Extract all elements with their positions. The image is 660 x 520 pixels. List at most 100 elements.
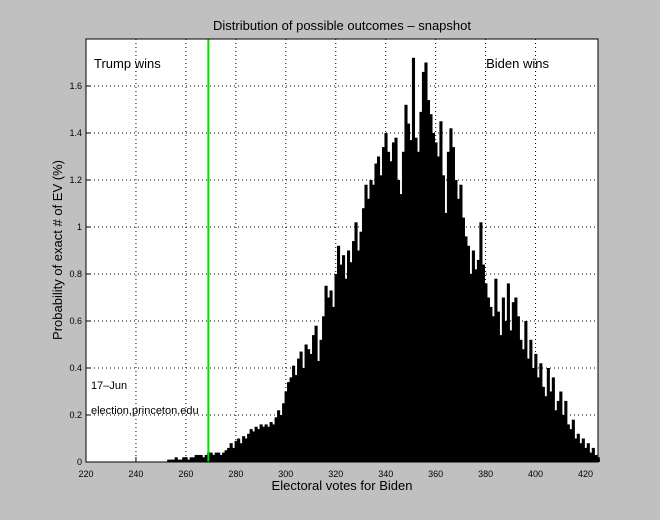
histogram-bar <box>212 454 216 462</box>
histogram-bar <box>456 198 460 463</box>
histogram-bar <box>451 147 455 462</box>
y-axis-label: Probability of exact # of EV (%) <box>50 160 65 340</box>
histogram-bar <box>304 344 308 462</box>
histogram-bar <box>449 128 453 463</box>
histogram-bar <box>322 316 326 462</box>
histogram-bar <box>309 353 313 462</box>
x-tick-label: 280 <box>228 469 243 479</box>
histogram-bar <box>531 368 535 462</box>
x-tick-label: 420 <box>578 469 593 479</box>
histogram-bar <box>347 250 351 462</box>
histogram-bar <box>307 349 311 462</box>
histogram-bar <box>526 358 530 462</box>
histogram-bar <box>287 382 291 462</box>
histogram-bar <box>551 377 555 462</box>
histogram-bar <box>409 140 413 463</box>
histogram-bar <box>199 454 203 462</box>
histogram-bar <box>297 358 301 462</box>
histogram-bar <box>384 133 388 462</box>
histogram-bar <box>539 363 543 462</box>
histogram-bar <box>312 335 316 462</box>
histogram-bar <box>194 454 198 462</box>
axis-ticks: 220 240 260 280 300 320 340 360 380 400 420 0 0.2 0.4… <box>69 81 593 479</box>
histogram-bar <box>332 306 336 462</box>
histogram-bar <box>494 278 498 462</box>
histogram-bar <box>426 100 431 462</box>
chart-title: Distribution of possible outcomes – snap… <box>213 18 471 33</box>
histogram-bar <box>229 443 233 462</box>
histogram-bar <box>586 443 590 462</box>
histogram-bar <box>217 452 221 462</box>
histogram-bar <box>576 433 580 462</box>
histogram-bar <box>177 459 181 462</box>
histogram-bar <box>401 151 406 463</box>
histogram-bar <box>364 184 368 462</box>
histogram-bar <box>327 297 331 462</box>
histogram-bar <box>536 377 540 462</box>
histogram-bar <box>197 454 201 462</box>
histogram-bar <box>429 114 433 462</box>
histogram-bar <box>342 255 346 462</box>
histogram-bar <box>339 264 343 462</box>
histogram-bar <box>394 137 398 462</box>
y-tick-label: 1.2 <box>69 175 82 185</box>
x-tick-label: 260 <box>178 469 193 479</box>
histogram-bar <box>227 447 231 462</box>
histogram-bar <box>179 459 183 462</box>
y-tick-label: 0.6 <box>69 316 82 326</box>
histogram-bar <box>317 360 321 462</box>
y-tick-label: 0 <box>77 457 82 467</box>
histogram-bar <box>406 123 411 462</box>
histogram-bar <box>282 403 286 462</box>
histogram-bar <box>351 241 356 462</box>
histogram-bar <box>404 104 408 463</box>
histogram-bar <box>589 452 593 462</box>
y-tick-label: 1.4 <box>69 128 82 138</box>
x-tick-label: 240 <box>128 469 143 479</box>
histogram-bar <box>516 316 520 462</box>
histogram-bar <box>464 236 468 462</box>
x-tick-label: 340 <box>378 469 393 479</box>
histogram-bar <box>209 452 213 462</box>
histogram-bar <box>529 339 533 462</box>
histogram-bar <box>569 429 573 462</box>
histogram-bar <box>187 459 191 462</box>
histogram-bar <box>374 163 378 463</box>
histogram-bar <box>489 306 493 462</box>
y-tick-label: 0.4 <box>69 363 82 373</box>
histogram-bar <box>479 222 483 462</box>
histogram-bar <box>436 156 441 462</box>
histogram-bar <box>224 450 228 462</box>
histogram-bar <box>471 250 475 462</box>
histogram-bar <box>561 415 565 462</box>
histogram-bar <box>269 422 273 462</box>
histogram-bar <box>257 429 261 462</box>
histogram-bar <box>247 433 251 462</box>
histogram-bar <box>264 424 268 462</box>
x-axis-label: Electoral votes for Biden <box>272 478 413 493</box>
histogram-bar <box>521 349 525 462</box>
histogram-bar <box>361 208 366 462</box>
histogram-bar <box>476 259 480 462</box>
histogram-bar <box>486 297 490 462</box>
histogram-bar <box>356 250 361 462</box>
histogram-bar <box>411 57 416 463</box>
histogram-bar <box>484 283 488 462</box>
histogram-bar <box>446 151 450 463</box>
histogram-bar <box>491 316 495 462</box>
histogram-bar <box>239 443 243 462</box>
histogram-bar <box>574 438 578 462</box>
histogram-bar <box>499 335 503 462</box>
histogram-bar <box>546 368 550 462</box>
histogram-bar <box>254 426 258 462</box>
histogram-bar <box>594 454 598 462</box>
histogram-bar <box>222 452 226 462</box>
x-tick-label: 380 <box>478 469 493 479</box>
histogram-bar <box>564 400 568 462</box>
histogram-bar <box>274 417 278 462</box>
histogram-bar <box>277 410 281 462</box>
histogram-bar <box>481 264 485 462</box>
plot-frame <box>85 38 599 463</box>
histogram-bar <box>376 156 381 462</box>
